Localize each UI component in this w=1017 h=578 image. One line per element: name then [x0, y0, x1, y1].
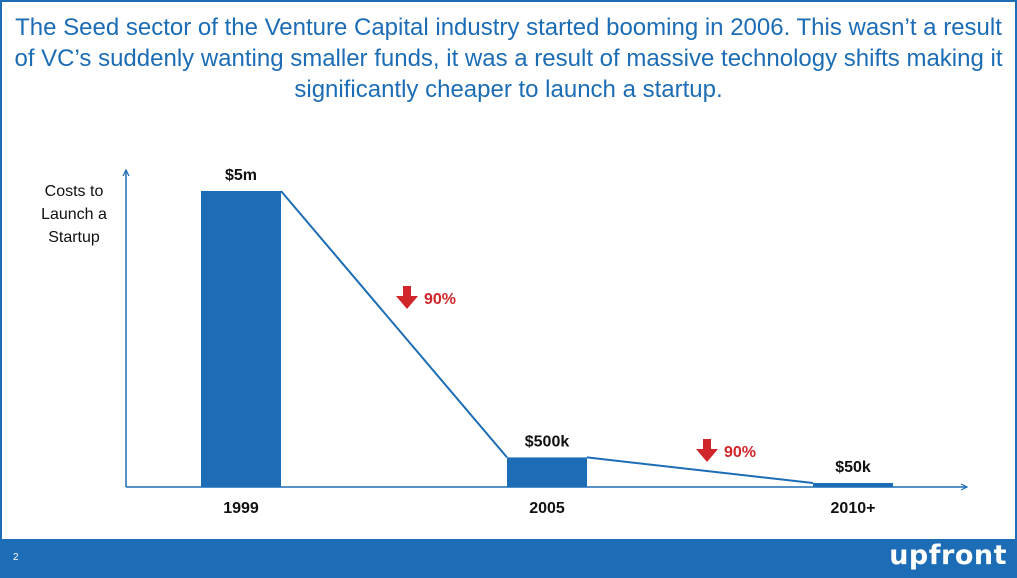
value-label-2010+: $50k	[835, 459, 871, 476]
y-axis-label: Costs to Launch a Startup	[41, 183, 107, 246]
bar-2010+	[813, 483, 893, 487]
down-arrow-icon	[396, 286, 418, 309]
decline-annotation: 90%	[424, 291, 456, 308]
page-number: 2	[13, 552, 19, 563]
bar-2005	[507, 457, 587, 487]
trend-line-segment	[280, 190, 508, 459]
y-axis-arrow-icon	[122, 168, 130, 177]
x-axis-arrow-icon	[960, 483, 969, 491]
decline-annotation: 90%	[724, 444, 756, 461]
upfront-logo: upfront	[889, 540, 1007, 571]
x-tick-label-2005: 2005	[529, 500, 565, 517]
down-arrow-icon	[696, 439, 718, 462]
bar-1999	[201, 191, 281, 487]
value-label-2005: $500k	[525, 433, 570, 450]
footer-bar: 2 upfront	[2, 539, 1015, 576]
x-tick-label-1999: 1999	[223, 500, 259, 517]
value-label-1999: $5m	[225, 167, 257, 184]
x-tick-label-2010+: 2010+	[831, 500, 876, 517]
slide-title: The Seed sector of the Venture Capital i…	[14, 14, 1003, 103]
trend-line-segment	[586, 456, 814, 484]
